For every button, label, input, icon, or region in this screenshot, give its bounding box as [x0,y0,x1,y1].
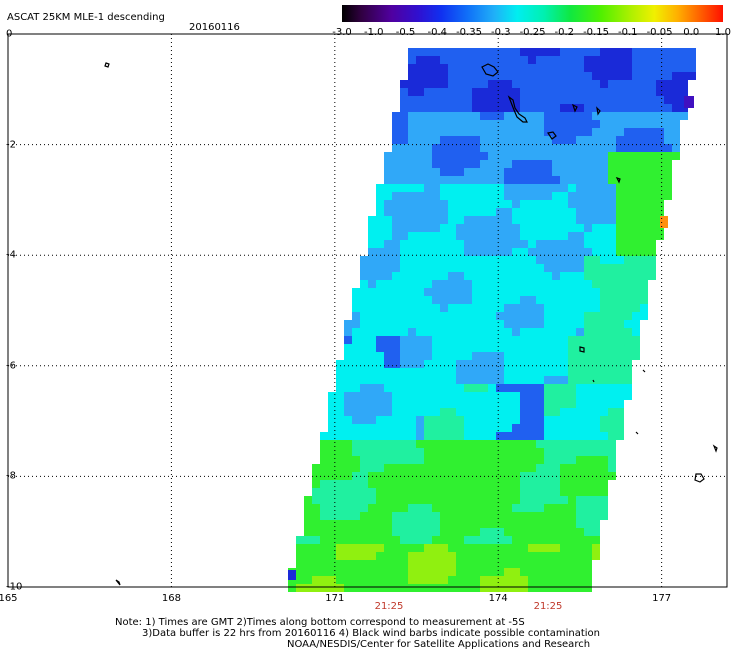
color-scale-label: -0.5 [396,27,416,38]
scatterometer-swath [288,48,696,592]
color-scale-label: -3.0 [332,27,352,38]
color-scale-label: 0.0 [683,27,699,38]
color-scale-label: -0.15 [583,27,609,38]
map-frame [7,33,728,588]
color-scale-gradient [342,5,723,22]
color-scale-label: -0.05 [647,27,673,38]
y-tick-label: -6 [6,360,16,372]
color-scale-label: -0.3 [491,27,511,38]
x-tick-label: 168 [161,593,181,604]
x-tick-label: 177 [652,593,672,604]
time-label-left: 21:25 [374,601,404,612]
color-scale-label: -0.1 [618,27,638,38]
time-label-right: 21:25 [533,601,563,612]
x-tick-label: 171 [325,593,345,604]
color-scale-label: -0.2 [554,27,574,38]
grid-lines [8,33,727,587]
y-tick-label: -10 [6,581,23,593]
color-scale-label: 1.0 [715,27,731,38]
x-tick-label: 174 [488,593,508,604]
note-line-1: Note: 1) Times are GMT 2)Times along bot… [115,617,525,628]
y-tick-label: -4 [6,249,16,261]
color-scale-label: -1.0 [364,27,384,38]
color-scale-label: -0.35 [456,27,482,38]
y-tick-label: 0 [6,28,13,40]
y-tick-label: -8 [6,470,16,482]
chart-title: ASCAT 25KM MLE-1 descending [7,12,165,23]
chart-date: 20160116 [189,22,240,33]
note-line-3: NOAA/NESDIS/Center for Satellite Applica… [287,639,591,650]
note-line-2: 3)Data buffer is 22 hrs from 20160116 4)… [142,628,600,639]
color-scale-label: -0.25 [520,27,546,38]
x-tick-label: 165 [0,593,18,604]
color-scale-label: -0.4 [427,27,447,38]
island-outlines [104,62,718,586]
y-tick-label: -2 [6,139,16,151]
color-scale-bar: -3.0 -1.0 -0.5 -0.4 -0.35 -0.3 -0.25 -0.2 -0.15-… [332,5,731,38]
